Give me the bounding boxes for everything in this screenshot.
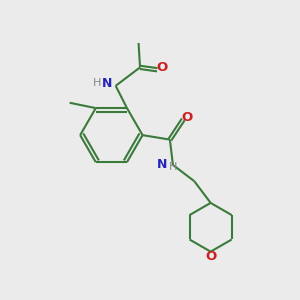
Text: H: H xyxy=(168,162,177,172)
Text: N: N xyxy=(102,77,112,90)
Text: N: N xyxy=(156,158,167,171)
Text: O: O xyxy=(157,61,168,74)
Text: O: O xyxy=(181,111,193,124)
Text: O: O xyxy=(205,250,216,263)
Text: H: H xyxy=(93,78,101,88)
